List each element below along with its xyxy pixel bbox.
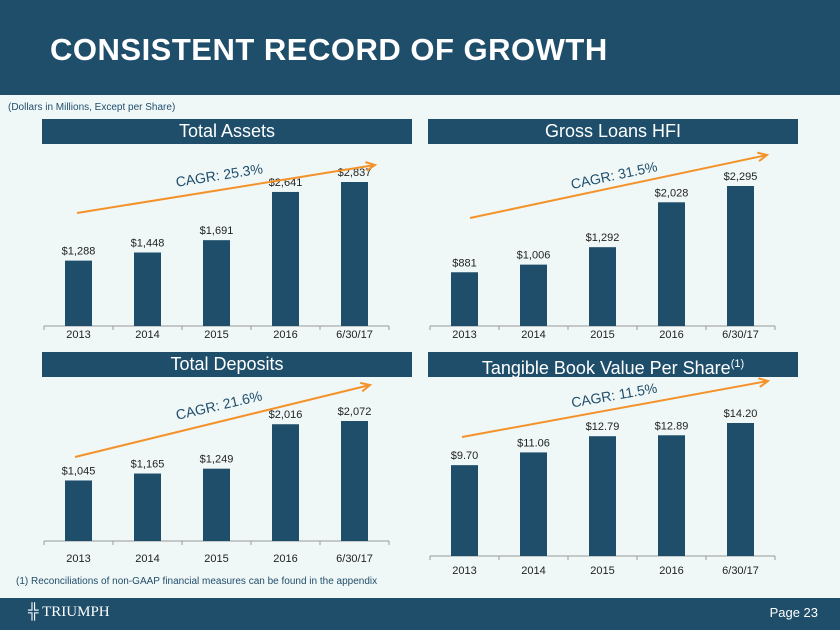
x-tick-label: 2016 — [273, 553, 297, 565]
data-label: $9.70 — [451, 450, 479, 462]
data-label: $1,691 — [200, 225, 234, 237]
data-label: $12.89 — [655, 420, 689, 432]
cagr-label: CAGR: 21.6% — [174, 387, 263, 422]
data-label: $12.79 — [586, 421, 620, 433]
data-label: $2,016 — [269, 409, 303, 421]
tbv-title-text: Tangible Book Value Per Share — [481, 358, 731, 378]
panel-title-tbv: Tangible Book Value Per Share(1) — [428, 352, 798, 378]
x-tick-label: 6/30/17 — [722, 565, 759, 577]
data-label: $1,165 — [131, 459, 165, 471]
bar — [727, 423, 754, 556]
cagr-arrow — [469, 154, 768, 219]
x-tick-label: 2016 — [659, 329, 683, 341]
units-note: (Dollars in Millions, Except per Share) — [8, 102, 176, 113]
data-label: $1,288 — [62, 246, 96, 258]
tbv-footnote-ref: (1) — [730, 358, 745, 370]
triumph-logo: ╬ TRIUMPH — [28, 604, 110, 621]
bar — [658, 435, 685, 556]
panel-title-total-deposits: Total Deposits — [42, 352, 412, 377]
x-tick-label: 2014 — [135, 329, 159, 341]
arrow-head-icon — [360, 381, 373, 393]
bar — [341, 421, 368, 541]
x-tick-label: 6/30/17 — [336, 329, 373, 341]
x-tick-label: 2014 — [521, 329, 545, 341]
bar — [203, 468, 230, 541]
x-tick-label: 2013 — [66, 553, 90, 565]
x-tick-label: 2014 — [521, 565, 545, 577]
bar — [589, 247, 616, 326]
x-tick-label: 6/30/17 — [722, 329, 759, 341]
header-bar: CONSISTENT RECORD OF GROWTH — [0, 0, 840, 95]
data-label: $1,006 — [517, 250, 551, 262]
bar — [203, 240, 230, 326]
x-tick-label: 2014 — [135, 553, 159, 565]
data-label: $1,249 — [200, 454, 234, 466]
bar — [589, 436, 616, 556]
x-tick-label: 2013 — [452, 329, 476, 341]
data-label: $881 — [452, 257, 476, 269]
cagr-arrow — [461, 380, 769, 438]
bar — [520, 264, 547, 326]
page-title: CONSISTENT RECORD OF GROWTH — [50, 32, 608, 67]
bar — [65, 480, 92, 541]
arrow-head-icon — [757, 151, 770, 162]
x-tick-label: 2016 — [273, 329, 297, 341]
panel-title-gross-loans: Gross Loans HFI — [428, 119, 798, 144]
data-label: $1,448 — [131, 238, 165, 250]
bar — [272, 424, 299, 541]
footer-bar: ╬ TRIUMPH Page 23 — [0, 598, 840, 630]
bar — [134, 252, 161, 326]
bar — [341, 182, 368, 326]
data-label: $1,292 — [586, 232, 620, 244]
x-tick-label: 2015 — [590, 329, 614, 341]
data-label: $14.20 — [724, 408, 758, 420]
x-tick-label: 2016 — [659, 565, 683, 577]
x-tick-label: 6/30/17 — [336, 553, 373, 565]
bar — [451, 465, 478, 556]
x-tick-label: 2015 — [204, 329, 228, 341]
cagr-arrow — [74, 384, 371, 458]
x-tick-label: 2015 — [590, 565, 614, 577]
bar — [134, 473, 161, 541]
x-tick-label: 2013 — [452, 565, 476, 577]
logo-text: TRIUMPH — [42, 604, 110, 620]
cagr-label: CAGR: 11.5% — [570, 380, 658, 411]
bar — [272, 191, 299, 326]
x-tick-label: 2013 — [66, 329, 90, 341]
arrow-head-icon — [365, 161, 378, 172]
data-label: $2,072 — [338, 406, 372, 418]
data-label: $2,028 — [655, 187, 689, 199]
cagr-arrow — [76, 164, 376, 214]
x-tick-label: 2015 — [204, 553, 228, 565]
bar — [65, 260, 92, 326]
bar — [658, 202, 685, 326]
cross-icon: ╬ — [28, 604, 39, 620]
data-label: $11.06 — [517, 437, 550, 449]
footnote: (1) Reconciliations of non-GAAP financia… — [16, 576, 378, 587]
page-number: Page 23 — [769, 605, 818, 620]
bar — [727, 186, 754, 326]
bar — [451, 272, 478, 326]
bar — [520, 452, 547, 556]
data-label: $2,295 — [724, 171, 758, 183]
arrow-head-icon — [758, 377, 771, 388]
data-label: $1,045 — [62, 465, 96, 477]
panel-title-total-assets: Total Assets — [42, 119, 412, 144]
